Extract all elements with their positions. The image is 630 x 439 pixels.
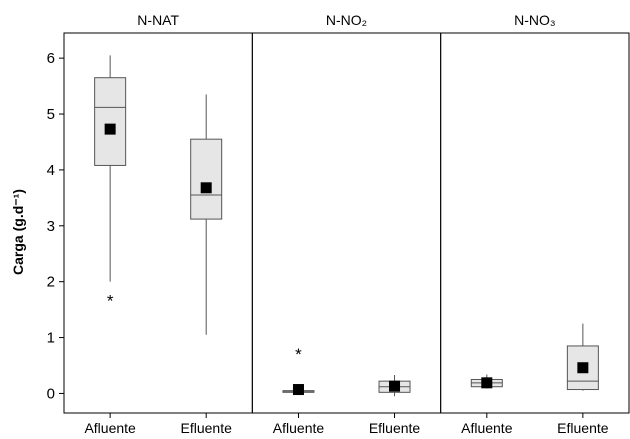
y-tick-label: 1 (47, 330, 55, 347)
panel-frame (440, 32, 630, 414)
panels: N-NAT * Afluente Efluente N-NO₂ * Afluente Eflu… (63, 12, 630, 436)
y-axis: 0 1 2 3 4 5 6 (47, 33, 65, 413)
panel: N-NO₃ Afluente Efluente (440, 12, 630, 436)
box-iqr (94, 77, 127, 166)
panel-frame (63, 32, 253, 414)
panel-title: N-NO₂ (326, 12, 367, 28)
y-tick-label: 3 (47, 218, 55, 235)
box (378, 375, 411, 397)
box: * (94, 55, 127, 310)
category-label: Afluente (273, 420, 325, 436)
y-tick-label: 5 (47, 106, 55, 123)
box-iqr (190, 138, 223, 220)
box: * (282, 345, 315, 396)
outlier-marker: * (107, 291, 114, 310)
box (190, 94, 223, 335)
category-label: Afluente (461, 420, 513, 436)
box (470, 374, 503, 389)
panel: N-NO₂ * Afluente Efluente (251, 12, 442, 436)
panel-frame (251, 32, 442, 414)
category-label: Efluente (181, 420, 233, 436)
mean-marker (200, 182, 212, 194)
y-tick-label: 2 (47, 274, 55, 291)
panel-title: N-NO₃ (514, 12, 555, 28)
category-label: Afluente (84, 420, 136, 436)
y-tick-label: 0 (47, 385, 55, 402)
mean-marker (104, 123, 116, 135)
category-label: Efluente (557, 420, 609, 436)
y-tick-label: 4 (47, 162, 55, 179)
y-axis-label: Carga (g.d⁻¹) (10, 189, 26, 275)
mean-marker (577, 362, 589, 374)
mean-marker (481, 377, 493, 389)
outlier-marker: * (295, 345, 302, 364)
box (566, 323, 599, 391)
category-label: Efluente (369, 420, 421, 436)
mean-marker (389, 380, 401, 392)
panel-title: N-NAT (137, 12, 179, 28)
panel: N-NAT * Afluente Efluente (63, 12, 253, 436)
mean-marker (292, 384, 304, 396)
y-tick-label: 6 (47, 50, 55, 67)
